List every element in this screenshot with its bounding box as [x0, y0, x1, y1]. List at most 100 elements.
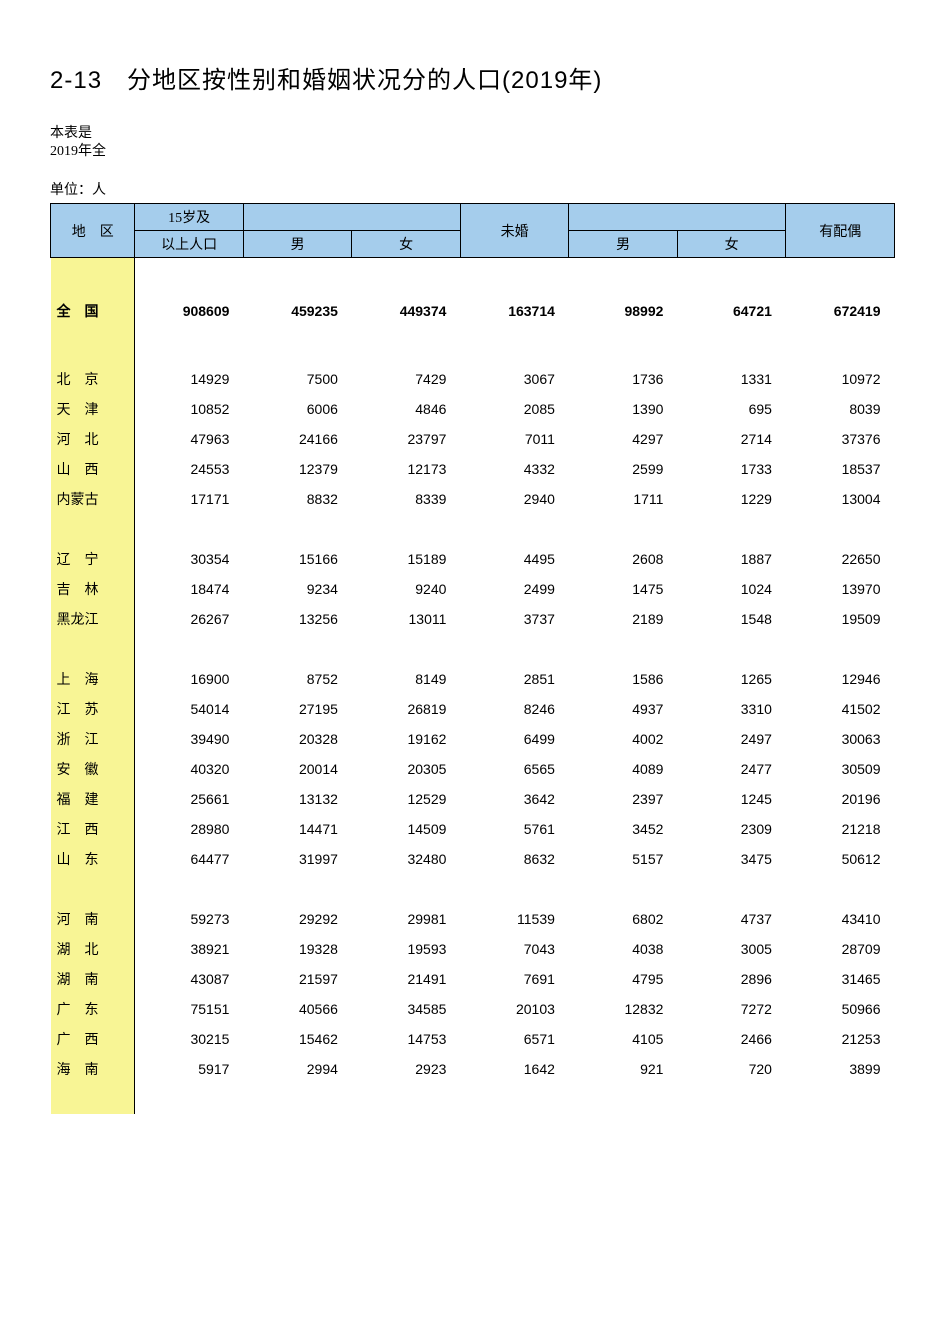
value-cell: 2497 — [677, 724, 786, 754]
value-cell: 908609 — [135, 288, 244, 334]
value-cell: 15166 — [243, 544, 352, 574]
spacer-cell — [135, 874, 244, 904]
value-cell: 30354 — [135, 544, 244, 574]
population-table: 地 区 15岁及 未婚 有配偶 以上人口 男 女 男 女 全 国90860945… — [50, 203, 895, 1114]
region-cell: 广 西 — [51, 1024, 135, 1054]
header-unmarried: 未婚 — [460, 204, 569, 258]
spacer-cell — [243, 874, 352, 904]
table-row: 广 东7515140566345852010312832727250966 — [51, 994, 895, 1024]
value-cell: 2477 — [677, 754, 786, 784]
spacer-region-cell — [51, 634, 135, 664]
header-female-2: 女 — [677, 231, 786, 258]
value-cell: 8149 — [352, 664, 461, 694]
value-cell: 2994 — [243, 1054, 352, 1084]
spacer-row — [51, 514, 895, 544]
value-cell: 24166 — [243, 424, 352, 454]
value-cell: 19593 — [352, 934, 461, 964]
value-cell: 6571 — [460, 1024, 569, 1054]
spacer-cell — [569, 258, 678, 288]
table-row: 浙 江39490203281916264994002249730063 — [51, 724, 895, 754]
header-region: 地 区 — [51, 204, 135, 258]
value-cell: 43410 — [786, 904, 895, 934]
region-cell: 江 苏 — [51, 694, 135, 724]
region-cell: 北 京 — [51, 364, 135, 394]
value-cell: 22650 — [786, 544, 895, 574]
value-cell: 3452 — [569, 814, 678, 844]
spacer-row — [51, 634, 895, 664]
region-cell: 河 南 — [51, 904, 135, 934]
value-cell: 28709 — [786, 934, 895, 964]
value-cell: 31997 — [243, 844, 352, 874]
header-male-1: 男 — [243, 231, 352, 258]
value-cell: 20196 — [786, 784, 895, 814]
header-spouse: 有配偶 — [786, 204, 895, 258]
table-row: 上 海169008752814928511586126512946 — [51, 664, 895, 694]
value-cell: 37376 — [786, 424, 895, 454]
table-row: 山 东64477319973248086325157347550612 — [51, 844, 895, 874]
value-cell: 12379 — [243, 454, 352, 484]
value-cell: 34585 — [352, 994, 461, 1024]
spacer-cell — [786, 634, 895, 664]
value-cell: 1887 — [677, 544, 786, 574]
spacer-cell — [460, 874, 569, 904]
region-cell: 江 西 — [51, 814, 135, 844]
header-gender-blank — [243, 204, 460, 231]
value-cell: 672419 — [786, 288, 895, 334]
spacer-cell — [569, 634, 678, 664]
value-cell: 17171 — [135, 484, 244, 514]
table-row: 辽 宁30354151661518944952608188722650 — [51, 544, 895, 574]
value-cell: 3310 — [677, 694, 786, 724]
value-cell: 459235 — [243, 288, 352, 334]
value-cell: 2851 — [460, 664, 569, 694]
table-row: 海 南59172994292316429217203899 — [51, 1054, 895, 1084]
table-row: 全 国9086094592354493741637149899264721672… — [51, 288, 895, 334]
spacer-cell — [677, 874, 786, 904]
region-cell: 山 西 — [51, 454, 135, 484]
spacer-region-cell — [51, 514, 135, 544]
header-pop15-line2: 以上人口 — [135, 231, 244, 258]
value-cell: 30063 — [786, 724, 895, 754]
value-cell: 3899 — [786, 1054, 895, 1084]
value-cell: 40566 — [243, 994, 352, 1024]
value-cell: 16900 — [135, 664, 244, 694]
region-cell: 安 徽 — [51, 754, 135, 784]
region-cell: 山 东 — [51, 844, 135, 874]
value-cell: 2896 — [677, 964, 786, 994]
spacer-cell — [243, 334, 352, 364]
spacer-cell — [352, 634, 461, 664]
value-cell: 1475 — [569, 574, 678, 604]
value-cell: 6006 — [243, 394, 352, 424]
spacer-cell — [352, 514, 461, 544]
spacer-region-cell — [51, 334, 135, 364]
value-cell: 20014 — [243, 754, 352, 784]
spacer-row — [51, 334, 895, 364]
value-cell: 3005 — [677, 934, 786, 964]
value-cell: 38921 — [135, 934, 244, 964]
value-cell: 31465 — [786, 964, 895, 994]
value-cell: 9234 — [243, 574, 352, 604]
value-cell: 98992 — [569, 288, 678, 334]
value-cell: 32480 — [352, 844, 461, 874]
value-cell: 59273 — [135, 904, 244, 934]
region-cell: 河 北 — [51, 424, 135, 454]
value-cell: 4795 — [569, 964, 678, 994]
value-cell: 163714 — [460, 288, 569, 334]
value-cell: 2499 — [460, 574, 569, 604]
value-cell: 4846 — [352, 394, 461, 424]
region-cell: 福 建 — [51, 784, 135, 814]
spacer-cell — [352, 334, 461, 364]
header-female-1: 女 — [352, 231, 461, 258]
table-row: 江 苏54014271952681982464937331041502 — [51, 694, 895, 724]
value-cell: 4332 — [460, 454, 569, 484]
spacer-cell — [352, 874, 461, 904]
value-cell: 20103 — [460, 994, 569, 1024]
value-cell: 7011 — [460, 424, 569, 454]
value-cell: 1711 — [569, 484, 678, 514]
table-row: 江 西28980144711450957613452230921218 — [51, 814, 895, 844]
table-row: 广 西30215154621475365714105246621253 — [51, 1024, 895, 1054]
value-cell: 2397 — [569, 784, 678, 814]
value-cell: 2714 — [677, 424, 786, 454]
value-cell: 1331 — [677, 364, 786, 394]
spacer-cell — [786, 874, 895, 904]
value-cell: 2466 — [677, 1024, 786, 1054]
